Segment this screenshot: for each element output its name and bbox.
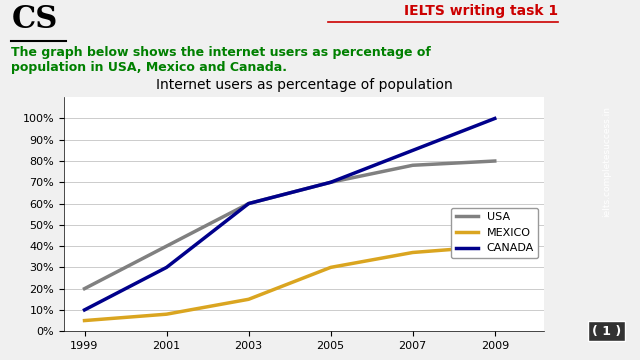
USA (409, 163, 417, 167)
Text: IELTS writing task 1: IELTS writing task 1 (404, 4, 558, 18)
MEXICO (81, 318, 88, 323)
MEXICO (163, 312, 170, 316)
Line: USA: USA (84, 161, 495, 289)
USA (163, 244, 170, 248)
MEXICO (409, 250, 417, 255)
CANADA (163, 265, 170, 270)
MEXICO (491, 244, 499, 248)
MEXICO (244, 297, 252, 301)
Line: MEXICO: MEXICO (84, 246, 495, 320)
Legend: USA, MEXICO, CANADA: USA, MEXICO, CANADA (451, 208, 538, 258)
CANADA (244, 201, 252, 206)
MEXICO (327, 265, 335, 270)
Text: The graph below shows the internet users as percentage of
population in USA, Mex: The graph below shows the internet users… (12, 46, 431, 74)
Line: CANADA: CANADA (84, 118, 495, 310)
USA (491, 159, 499, 163)
USA (327, 180, 335, 184)
CANADA (327, 180, 335, 184)
USA (81, 287, 88, 291)
Text: ielts.completesuccess.in: ielts.completesuccess.in (602, 107, 611, 217)
CANADA (491, 116, 499, 121)
Title: Internet users as percentage of population: Internet users as percentage of populati… (156, 78, 452, 92)
USA (244, 201, 252, 206)
CANADA (409, 148, 417, 153)
Text: ( 1 ): ( 1 ) (592, 325, 621, 338)
Text: CS: CS (12, 4, 58, 35)
CANADA (81, 308, 88, 312)
